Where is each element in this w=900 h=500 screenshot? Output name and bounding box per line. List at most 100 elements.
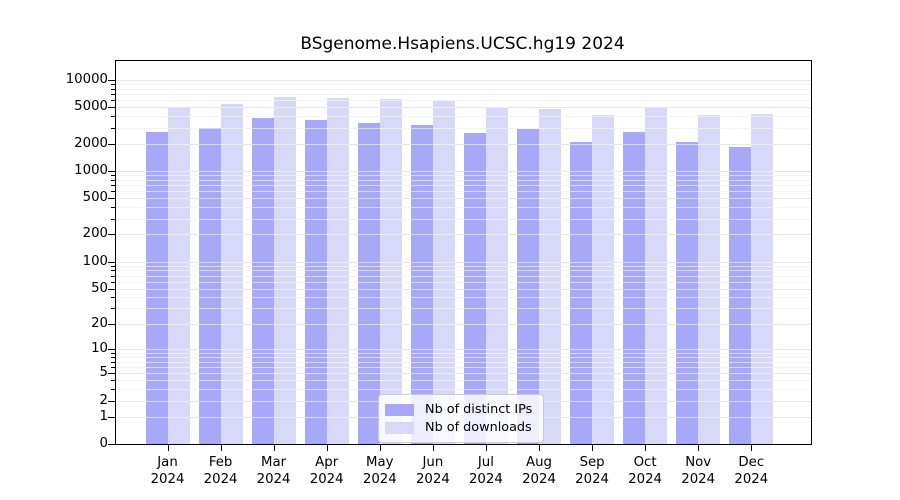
bar-jul-distinct-ips	[463, 132, 486, 444]
y-tick-2	[108, 400, 115, 402]
bar-jun-distinct-ips	[410, 125, 433, 444]
y-tick-2000	[108, 143, 115, 145]
y-minor-tick-8000	[111, 88, 115, 90]
y-minor-tick-900	[111, 175, 115, 177]
gridline-overlay-70	[116, 275, 811, 277]
bar-may-distinct-ips	[357, 123, 380, 444]
legend-item-downloads: Nb of downloads	[385, 419, 535, 436]
bar-jul-downloads	[485, 106, 508, 444]
y-minor-tick-40	[111, 297, 115, 299]
x-tick-label-dec: Dec 2024	[721, 455, 781, 488]
x-tick-mar	[273, 445, 275, 451]
x-tick-jan	[167, 445, 169, 451]
gridline-overlay-4000	[116, 116, 811, 118]
y-tick-1000	[108, 171, 115, 172]
y-tick-1	[108, 416, 115, 418]
bar-oct-distinct-ips	[623, 131, 646, 444]
y-minor-tick-60	[111, 281, 115, 283]
y-minor-tick-3000	[111, 127, 115, 129]
year-label: 2024	[256, 471, 291, 487]
chart-title: BSgenome.Hsapiens.UCSC.hg19 2024	[300, 34, 625, 54]
gridline-overlay-6	[116, 367, 811, 369]
year-label: 2024	[150, 471, 185, 487]
x-tick-label-oct: Oct 2024	[615, 455, 675, 488]
gridline-overlay-8	[116, 357, 811, 359]
y-tick-50	[108, 288, 115, 290]
y-minor-tick-400	[111, 207, 115, 209]
x-tick-jul	[485, 445, 487, 451]
month-label: May	[366, 455, 394, 470]
month-label: Jun	[422, 455, 444, 470]
bar-aug-downloads	[539, 109, 561, 444]
x-tick-label-may: May 2024	[350, 455, 410, 488]
year-label: 2024	[522, 471, 556, 487]
y-tick-500	[108, 198, 115, 200]
month-label: Oct	[633, 455, 657, 470]
gridline-overlay-500	[116, 198, 811, 200]
x-tick-label-jun: Jun 2024	[403, 455, 463, 488]
legend-swatch-distinct-ips	[385, 403, 414, 416]
y-tick-label-20: 20	[91, 315, 108, 331]
gridline-overlay-60	[116, 281, 811, 283]
x-tick-label-jan: Jan 2024	[138, 455, 198, 488]
y-tick-label-200: 200	[82, 226, 108, 242]
month-label: Mar	[261, 455, 287, 470]
y-minor-tick-600	[111, 191, 115, 193]
month-label: Feb	[208, 455, 233, 470]
y-minor-tick-80	[111, 270, 115, 272]
x-tick-oct	[645, 445, 647, 451]
gridline-overlay-600	[116, 191, 811, 193]
gridline-overlay-300	[116, 218, 811, 220]
gridline-overlay-20	[116, 323, 811, 325]
gridline-overlay-4	[116, 380, 811, 382]
gridline-overlay-200	[116, 234, 811, 236]
bar-sep-downloads	[592, 114, 615, 444]
y-minor-tick-3	[111, 389, 115, 391]
y-tick-10	[108, 349, 115, 351]
bar-jun-downloads	[432, 99, 455, 444]
gridline-overlay-700	[116, 185, 811, 186]
y-tick-label-2: 2	[99, 392, 108, 408]
y-tick-label-1: 1	[99, 408, 108, 424]
gridline-overlay-3000	[116, 127, 811, 129]
x-tick-label-sep: Sep 2024	[562, 455, 622, 488]
legend-swatch-downloads	[385, 421, 414, 434]
gridline-overlay-40	[116, 297, 811, 299]
gridline-overlay-100	[116, 261, 811, 263]
y-tick-label-2000: 2000	[74, 135, 108, 151]
gridline-overlay-30	[116, 308, 811, 310]
gridline-overlay-9	[116, 353, 811, 354]
gridline-overlay-900	[116, 175, 811, 177]
month-label: Nov	[685, 455, 712, 470]
y-tick-20	[108, 323, 115, 325]
year-label: 2024	[575, 471, 610, 487]
month-label: Sep	[579, 455, 605, 470]
y-minor-tick-800	[111, 179, 115, 181]
gridline-overlay-10	[116, 349, 811, 351]
y-tick-label-50: 50	[91, 280, 108, 296]
x-tick-aug	[539, 445, 540, 451]
gridline-overlay-8000	[116, 88, 811, 90]
month-label: Jan	[157, 455, 178, 470]
month-label: Apr	[315, 455, 339, 470]
month-label: Aug	[526, 455, 552, 470]
bar-sep-distinct-ips	[570, 141, 593, 444]
legend-label: Nb of distinct IPs	[425, 402, 533, 417]
x-tick-nov	[698, 445, 700, 451]
year-label: 2024	[681, 471, 716, 487]
y-minor-tick-70	[111, 275, 115, 277]
y-tick-label-5000: 5000	[74, 99, 108, 115]
y-tick-label-5: 5	[99, 365, 108, 381]
y-tick-200	[108, 234, 115, 236]
x-tick-feb	[220, 445, 222, 451]
gridline-overlay-800	[116, 179, 811, 181]
x-tick-label-feb: Feb 2024	[191, 455, 251, 488]
y-tick-label-1000: 1000	[74, 163, 108, 178]
x-tick-label-apr: Apr 2024	[297, 455, 357, 488]
bar-may-downloads	[379, 99, 402, 444]
gridline-overlay-6000	[116, 100, 811, 102]
y-minor-tick-90	[111, 265, 115, 267]
year-label: 2024	[468, 471, 503, 487]
y-tick-label-500: 500	[82, 190, 108, 206]
y-tick-10000	[108, 80, 115, 81]
